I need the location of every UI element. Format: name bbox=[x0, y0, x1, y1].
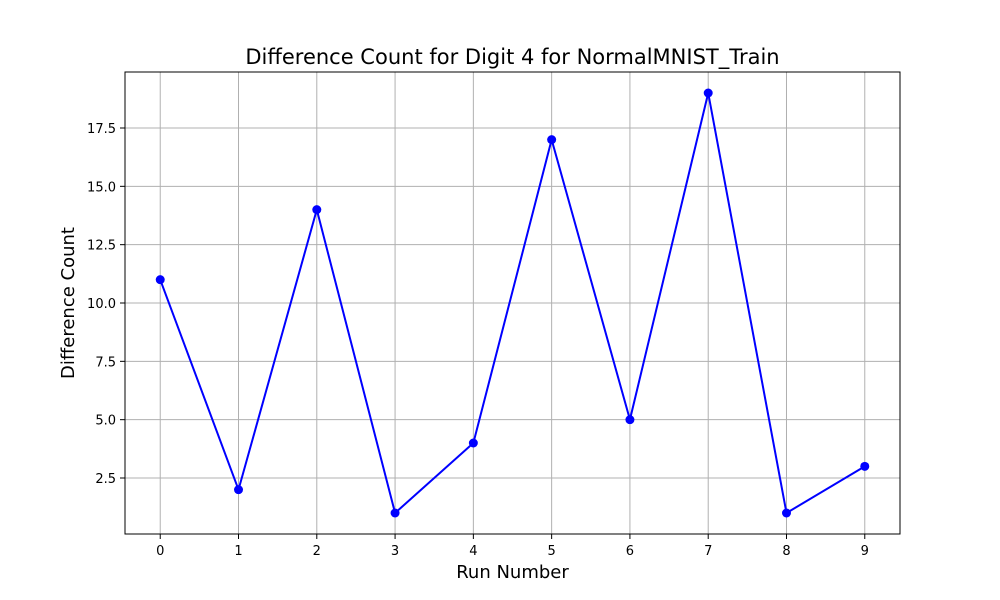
data-point bbox=[625, 415, 635, 425]
y-tick-label: 17.5 bbox=[87, 122, 116, 137]
data-point bbox=[390, 508, 400, 518]
x-axis-label: Run Number bbox=[456, 562, 569, 583]
y-tick-label: 12.5 bbox=[87, 239, 116, 254]
x-tick-label: 5 bbox=[548, 544, 556, 559]
series-line bbox=[159, 92, 866, 514]
x-tick-label: 4 bbox=[469, 544, 477, 559]
x-tick-label: 7 bbox=[704, 544, 712, 559]
data-point bbox=[234, 485, 244, 495]
series-layer bbox=[155, 88, 870, 518]
y-tick-label: 5.0 bbox=[95, 414, 116, 429]
y-tick-label: 7.5 bbox=[95, 355, 116, 370]
x-tick-label: 8 bbox=[782, 544, 790, 559]
x-tick-label: 9 bbox=[861, 544, 869, 559]
x-tick-label: 1 bbox=[234, 544, 242, 559]
y-tick-label: 15.0 bbox=[87, 180, 116, 195]
chart-title: Difference Count for Digit 4 for NormalM… bbox=[245, 45, 779, 70]
axis-ticks: 0 1 2 3 4 5 6 7 8 9 2.5 5.0 7.5 10.0 12.5 15.0 17.5 bbox=[87, 122, 869, 559]
data-point bbox=[781, 508, 791, 518]
data-point bbox=[312, 205, 322, 215]
x-tick-label: 2 bbox=[313, 544, 321, 559]
y-axis-label: Difference Count bbox=[58, 227, 79, 379]
data-point bbox=[468, 438, 478, 448]
data-point bbox=[155, 275, 165, 285]
grid bbox=[125, 72, 900, 534]
y-tick-label: 2.5 bbox=[95, 472, 116, 487]
x-tick-label: 0 bbox=[156, 544, 164, 559]
data-point bbox=[703, 88, 713, 98]
y-tick-label: 10.0 bbox=[87, 297, 116, 312]
x-tick-label: 3 bbox=[391, 544, 399, 559]
data-point bbox=[547, 135, 557, 145]
data-point bbox=[860, 461, 870, 471]
x-tick-label: 6 bbox=[626, 544, 634, 559]
